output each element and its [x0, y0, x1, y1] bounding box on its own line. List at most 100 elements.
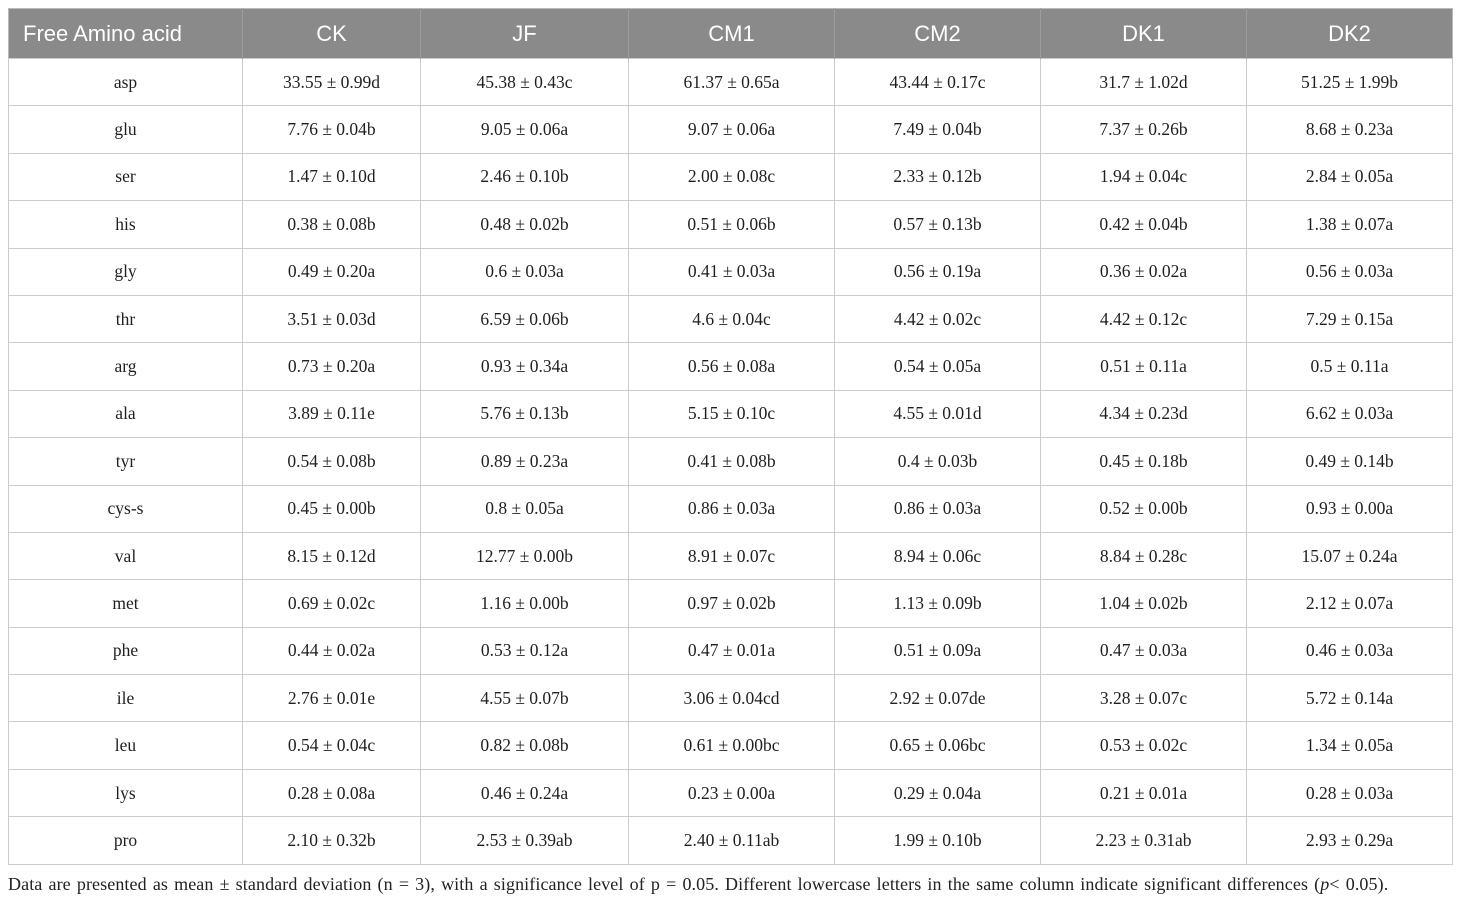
data-cell: 0.46 ± 0.24a: [420, 768, 629, 818]
table-footnote: Data are presented as mean ± standard de…: [8, 874, 1452, 895]
data-cell: 4.6 ± 0.04c: [628, 294, 835, 344]
data-cell: 2.53 ± 0.39ab: [420, 816, 629, 865]
data-cell: 0.61 ± 0.00bc: [628, 721, 835, 770]
column-header-ck: CK: [242, 8, 421, 59]
data-cell: 0.86 ± 0.03a: [628, 484, 835, 533]
data-cell: 43.44 ± 0.17c: [834, 57, 1041, 107]
data-cell: 4.34 ± 0.23d: [1040, 389, 1247, 439]
data-cell: 0.47 ± 0.03a: [1040, 626, 1247, 676]
row-label: leu: [8, 721, 243, 770]
data-cell: 51.25 ± 1.99b: [1246, 57, 1453, 107]
data-cell: 2.46 ± 0.10b: [420, 152, 629, 202]
data-cell: 0.53 ± 0.02c: [1040, 721, 1247, 770]
table-row: arg 0.73 ± 0.20a 0.93 ± 0.34a 0.56 ± 0.08a…: [8, 342, 1453, 391]
data-cell: 1.94 ± 0.04c: [1040, 152, 1247, 202]
table-row: gly 0.49 ± 0.20a 0.6 ± 0.03a 0.41 ± 0.03a 0…: [8, 247, 1453, 296]
table-row: phe 0.44 ± 0.02a 0.53 ± 0.12a 0.47 ± 0.01a…: [8, 626, 1453, 676]
data-cell: 2.12 ± 0.07a: [1246, 579, 1453, 628]
free-amino-acid-table: Free Amino acid CK JF CM1 CM2 DK1 DK2 as…: [8, 8, 1453, 865]
column-header-cm1: CM1: [628, 8, 835, 59]
data-cell: 0.54 ± 0.08b: [242, 437, 421, 486]
data-cell: 8.84 ± 0.28c: [1040, 531, 1247, 581]
row-label: tyr: [8, 437, 243, 486]
footnote-text: Data are presented as mean ± standard de…: [8, 873, 1321, 894]
row-label: asp: [8, 57, 243, 107]
data-cell: 31.7 ± 1.02d: [1040, 57, 1247, 107]
data-cell: 7.49 ± 0.04b: [834, 105, 1041, 154]
data-cell: 33.55 ± 0.99d: [242, 57, 421, 107]
data-cell: 4.42 ± 0.12c: [1040, 294, 1247, 344]
data-cell: 2.92 ± 0.07de: [834, 674, 1041, 723]
row-label: lys: [8, 768, 243, 818]
row-label: met: [8, 579, 243, 628]
data-cell: 0.65 ± 0.06bc: [834, 721, 1041, 770]
footnote-text-end: < 0.05).: [1329, 873, 1389, 894]
data-cell: 3.06 ± 0.04cd: [628, 674, 835, 723]
data-cell: 7.37 ± 0.26b: [1040, 105, 1247, 154]
row-label: phe: [8, 626, 243, 676]
data-cell: 2.00 ± 0.08c: [628, 152, 835, 202]
data-cell: 0.28 ± 0.03a: [1246, 768, 1453, 818]
table-row: ala 3.89 ± 0.11e 5.76 ± 0.13b 5.15 ± 0.10c…: [8, 389, 1453, 439]
data-cell: 0.51 ± 0.11a: [1040, 342, 1247, 391]
data-cell: 0.28 ± 0.08a: [242, 768, 421, 818]
row-label: thr: [8, 294, 243, 344]
data-cell: 0.56 ± 0.08a: [628, 342, 835, 391]
table-row: lys 0.28 ± 0.08a 0.46 ± 0.24a 0.23 ± 0.00a…: [8, 768, 1453, 818]
footnote-italic-p: p: [1320, 873, 1330, 894]
data-cell: 5.76 ± 0.13b: [420, 389, 629, 439]
data-cell: 0.53 ± 0.12a: [420, 626, 629, 676]
data-cell: 3.89 ± 0.11e: [242, 389, 421, 439]
data-cell: 5.15 ± 0.10c: [628, 389, 835, 439]
row-label: val: [8, 531, 243, 581]
data-cell: 4.55 ± 0.01d: [834, 389, 1041, 439]
data-cell: 8.15 ± 0.12d: [242, 531, 421, 581]
row-label: cys-s: [8, 484, 243, 533]
data-cell: 0.8 ± 0.05a: [420, 484, 629, 533]
table-header-row: Free Amino acid CK JF CM1 CM2 DK1 DK2: [8, 8, 1453, 59]
data-cell: 0.97 ± 0.02b: [628, 579, 835, 628]
data-cell: 4.42 ± 0.02c: [834, 294, 1041, 344]
table-row: asp 33.55 ± 0.99d 45.38 ± 0.43c 61.37 ± 0.…: [8, 57, 1453, 107]
row-label: ile: [8, 674, 243, 723]
data-cell: 0.69 ± 0.02c: [242, 579, 421, 628]
data-cell: 3.28 ± 0.07c: [1040, 674, 1247, 723]
row-label: his: [8, 200, 243, 249]
data-cell: 0.49 ± 0.14b: [1246, 437, 1453, 486]
data-cell: 2.93 ± 0.29a: [1246, 816, 1453, 865]
data-cell: 0.5 ± 0.11a: [1246, 342, 1453, 391]
data-cell: 0.36 ± 0.02a: [1040, 247, 1247, 296]
data-cell: 8.91 ± 0.07c: [628, 531, 835, 581]
data-cell: 0.44 ± 0.02a: [242, 626, 421, 676]
data-cell: 9.07 ± 0.06a: [628, 105, 835, 154]
column-header-free-amino-acid: Free Amino acid: [8, 8, 243, 59]
data-cell: 0.45 ± 0.00b: [242, 484, 421, 533]
data-cell: 2.23 ± 0.31ab: [1040, 816, 1247, 865]
data-cell: 0.82 ± 0.08b: [420, 721, 629, 770]
data-cell: 0.51 ± 0.06b: [628, 200, 835, 249]
data-cell: 0.29 ± 0.04a: [834, 768, 1041, 818]
data-cell: 7.29 ± 0.15a: [1246, 294, 1453, 344]
data-cell: 5.72 ± 0.14a: [1246, 674, 1453, 723]
table-row: tyr 0.54 ± 0.08b 0.89 ± 0.23a 0.41 ± 0.08b…: [8, 437, 1453, 486]
data-cell: 0.38 ± 0.08b: [242, 200, 421, 249]
data-cell: 0.21 ± 0.01a: [1040, 768, 1247, 818]
column-header-cm2: CM2: [834, 8, 1041, 59]
data-cell: 0.52 ± 0.00b: [1040, 484, 1247, 533]
data-cell: 2.84 ± 0.05a: [1246, 152, 1453, 202]
data-cell: 0.48 ± 0.02b: [420, 200, 629, 249]
data-cell: 0.23 ± 0.00a: [628, 768, 835, 818]
data-cell: 1.38 ± 0.07a: [1246, 200, 1453, 249]
data-cell: 2.40 ± 0.11ab: [628, 816, 835, 865]
data-cell: 6.59 ± 0.06b: [420, 294, 629, 344]
data-cell: 0.57 ± 0.13b: [834, 200, 1041, 249]
data-cell: 9.05 ± 0.06a: [420, 105, 629, 154]
data-cell: 1.34 ± 0.05a: [1246, 721, 1453, 770]
row-label: gly: [8, 247, 243, 296]
data-cell: 0.93 ± 0.34a: [420, 342, 629, 391]
data-cell: 1.47 ± 0.10d: [242, 152, 421, 202]
data-cell: 0.86 ± 0.03a: [834, 484, 1041, 533]
data-cell: 8.68 ± 0.23a: [1246, 105, 1453, 154]
table-row: pro 2.10 ± 0.32b 2.53 ± 0.39ab 2.40 ± 0.11…: [8, 816, 1453, 865]
